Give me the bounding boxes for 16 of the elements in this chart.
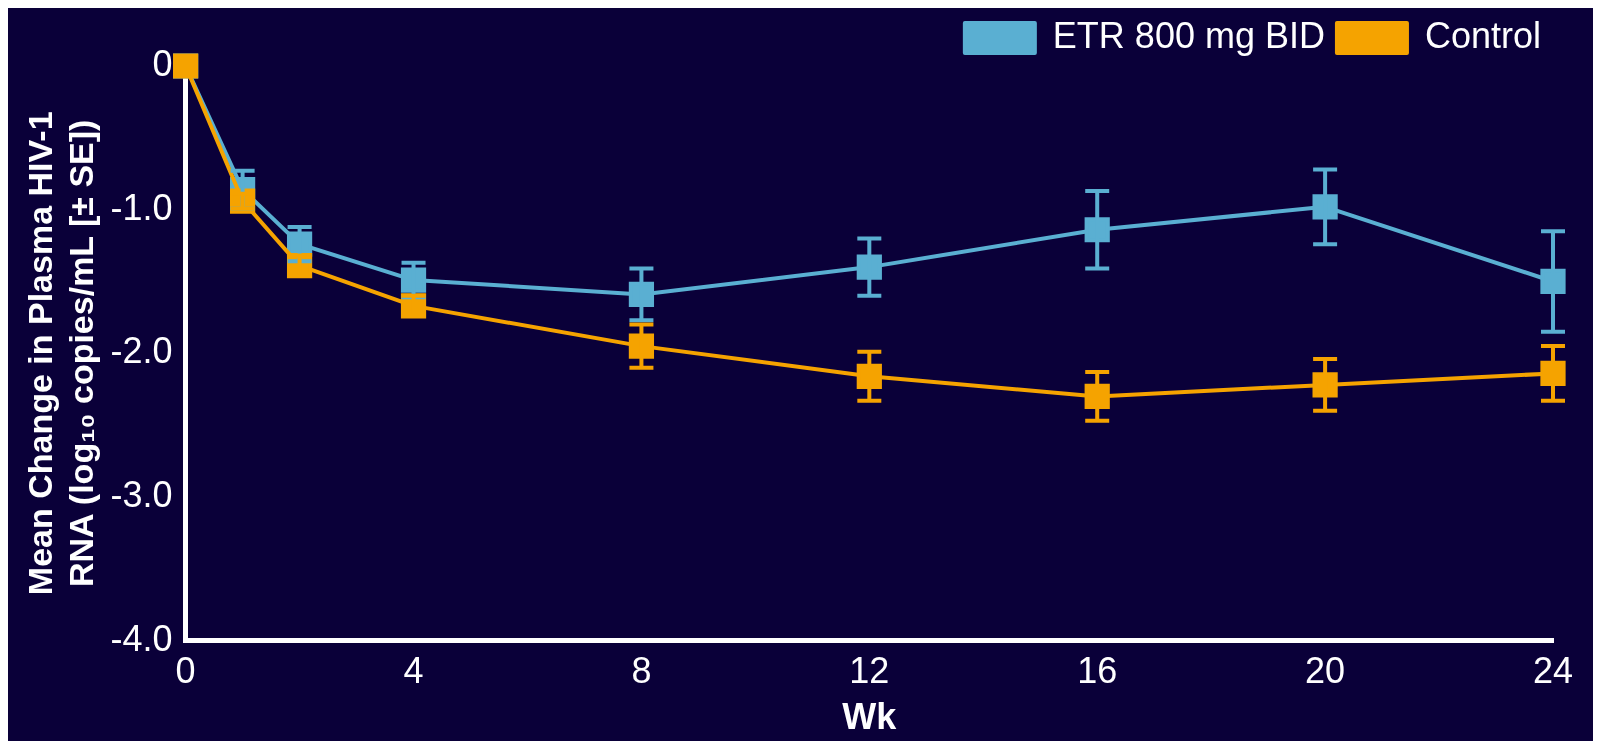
y-tick-label: -2.0 — [110, 330, 173, 372]
y-tick-label: -4.0 — [110, 617, 173, 659]
y-tick-label: -3.0 — [110, 473, 173, 515]
point — [1312, 372, 1338, 398]
y-tick-label: 0 — [152, 42, 173, 84]
x-tick-label: 4 — [403, 650, 424, 692]
x-tick-label: 24 — [1532, 650, 1574, 692]
legend-label: ETR 800 mg BID — [1052, 14, 1325, 56]
x-tick-label: 12 — [849, 650, 890, 692]
x-tick-label: 20 — [1305, 650, 1346, 692]
legend-label: Control — [1424, 14, 1542, 56]
x-tick-label: 16 — [1077, 650, 1118, 692]
x-axis-title: Wk — [842, 696, 898, 738]
y-tick-label: -1.0 — [110, 186, 173, 228]
y-axis-title: Mean Change in Plasma HIV-1 RNA (log₁₀ copies/mL [± SE]) — [20, 111, 100, 596]
x-tick-label: 8 — [631, 650, 652, 692]
